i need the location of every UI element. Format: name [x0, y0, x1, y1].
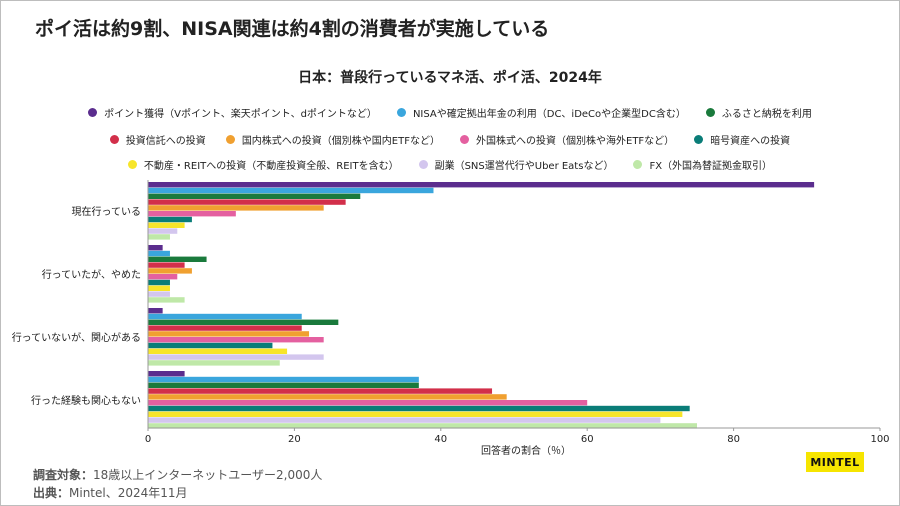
- bar: [148, 342, 273, 349]
- x-tick-label: 40: [434, 434, 447, 445]
- bar: [148, 376, 419, 383]
- legend-item: FX（外国為替証拠金取引）: [633, 157, 772, 172]
- survey-value: 18歳以上インターネットユーザー2,000人: [93, 468, 323, 482]
- survey-label: 調査対象：: [33, 468, 94, 482]
- legend-swatch: [88, 108, 98, 117]
- bar: [148, 262, 185, 268]
- bar: [148, 216, 192, 223]
- legend-row-3: 不動産・REITへの投資（不動産投資全般、REITを含む） 副業（SNS運営代行…: [0, 157, 900, 172]
- legend-swatch: [705, 108, 715, 117]
- legend-label: 外国株式への投資（個別株や海外ETFなど）: [476, 136, 675, 147]
- bar: [148, 337, 324, 343]
- bar: [148, 331, 310, 337]
- bar: [148, 319, 339, 325]
- bar: [148, 411, 683, 417]
- x-tick-label: 80: [727, 434, 740, 445]
- bar: [148, 245, 163, 251]
- bar: [148, 234, 170, 240]
- bar: [148, 187, 434, 194]
- legend-label: NISAや確定拠出年金の利用（DC、iDeCoや企業型DC含む）: [412, 109, 686, 120]
- bar: [148, 211, 236, 217]
- legend-label: 投資信託への投資: [125, 136, 206, 147]
- legend-label: 副業（SNS運営代行やUber Eatsなど）: [434, 161, 614, 172]
- bar: [148, 325, 302, 331]
- bar: [148, 291, 170, 297]
- legend-item: 外国株式への投資（個別株や海外ETFなど）: [460, 132, 674, 147]
- legend-item: 投資信託への投資: [109, 132, 206, 147]
- legend-swatch: [460, 135, 469, 144]
- legend-item: ポイント獲得（Vポイント、楽天ポイント、dポイントなど）: [88, 105, 377, 120]
- legend-label: 暗号資産への投資: [710, 136, 791, 147]
- headline: ポイ活は約9割、NISA関連は約4割の消費者が実施している: [35, 18, 550, 40]
- legend-item: 国内株式への投資（個別株や国内ETFなど）: [225, 132, 440, 147]
- category-label: 行っていないが、関心がある: [12, 331, 141, 344]
- legend-swatch: [418, 160, 428, 169]
- x-tick-label: 0: [145, 434, 151, 445]
- legend-row-2: 投資信託への投資 国内株式への投資（個別株や国内ETFなど） 外国株式への投資（…: [0, 132, 900, 147]
- legend-label: ポイント獲得（Vポイント、楽天ポイント、dポイントなど）: [104, 109, 377, 120]
- bar: [148, 279, 170, 286]
- legend-swatch: [694, 135, 704, 144]
- bar: [148, 182, 815, 188]
- bar: [148, 308, 163, 314]
- x-tick-label: 100: [870, 434, 889, 445]
- bar: [148, 313, 302, 320]
- bar: [148, 394, 507, 400]
- legend-row-1: ポイント獲得（Vポイント、楽天ポイント、dポイントなど） NISAや確定拠出年金…: [0, 105, 900, 120]
- category-label: 行った経験も関心もない: [31, 394, 141, 407]
- bar: [148, 193, 361, 199]
- bar: [148, 417, 661, 423]
- legend-label: 国内株式への投資（個別株や国内ETFなど）: [241, 136, 440, 147]
- bar: [148, 423, 697, 429]
- bar: [148, 250, 170, 257]
- bar: [148, 388, 493, 394]
- source-note: 出典：Mintel、2024年11月: [33, 484, 188, 501]
- category-label: 現在行っている: [72, 205, 142, 218]
- bar: [148, 382, 419, 388]
- bar: [148, 268, 192, 274]
- category-label: 行っていたが、やめた: [42, 268, 141, 281]
- legend-label: FX（外国為替証拠金取引）: [649, 161, 773, 172]
- legend-swatch: [109, 135, 119, 144]
- legend-swatch: [633, 160, 643, 169]
- chart-title: 日本：普段行っているマネ活、ポイ活、2024年: [298, 70, 602, 86]
- legend-item: NISAや確定拠出年金の利用（DC、iDeCoや企業型DC含む）: [396, 105, 686, 120]
- source-value: Mintel、2024年11月: [69, 486, 188, 500]
- x-tick-label: 20: [288, 434, 301, 445]
- bar: [148, 354, 324, 360]
- mintel-logo: MINTEL: [806, 452, 864, 472]
- bar: [148, 348, 288, 354]
- bar: [148, 400, 588, 406]
- legend-label: 不動産・REITへの投資（不動産投資全般、REITを含む）: [143, 161, 399, 172]
- legend-item: 暗号資産への投資: [694, 132, 790, 147]
- legend-swatch: [396, 108, 406, 117]
- bar: [148, 285, 170, 291]
- bar: [148, 199, 346, 205]
- legend-swatch: [127, 160, 137, 169]
- bar: [148, 274, 178, 280]
- bar: [148, 256, 207, 262]
- x-axis-title: 回答者の割合（％）: [481, 444, 571, 457]
- bar: [148, 222, 185, 228]
- bar: [148, 360, 280, 366]
- bar: [148, 205, 324, 211]
- legend-swatch: [225, 135, 235, 144]
- legend-label: ふるさと納税を利用: [721, 109, 812, 120]
- x-tick-label: 60: [581, 434, 594, 445]
- bar: [148, 297, 185, 303]
- source-label: 出典：: [33, 486, 70, 500]
- survey-note: 調査対象：18歳以上インターネットユーザー2,000人: [33, 466, 322, 483]
- bar: [148, 405, 690, 412]
- legend-item: 副業（SNS運営代行やUber Eatsなど）: [418, 157, 614, 172]
- legend-item: ふるさと納税を利用: [705, 105, 812, 120]
- bar: [148, 371, 185, 377]
- bar: [148, 228, 178, 234]
- legend-item: 不動産・REITへの投資（不動産投資全般、REITを含む）: [127, 157, 399, 172]
